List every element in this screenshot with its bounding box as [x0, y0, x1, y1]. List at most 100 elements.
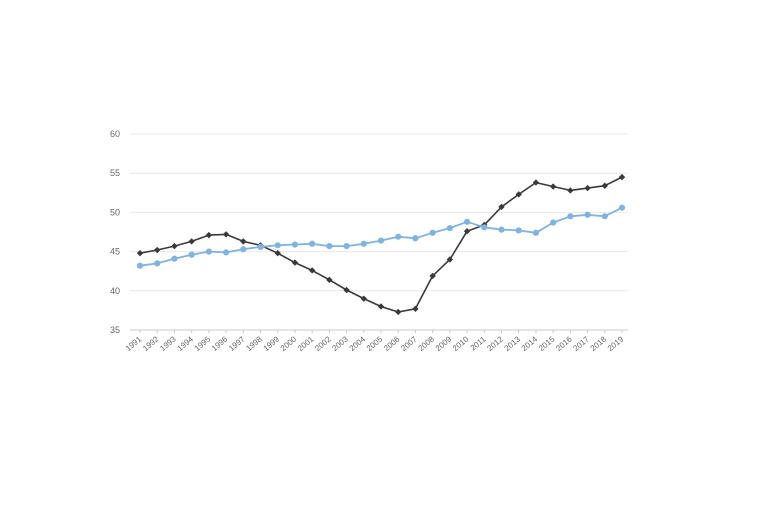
series-line-1 [139, 176, 623, 313]
data-point [377, 237, 385, 244]
data-point [618, 204, 626, 211]
x-tick-label: 2016 [554, 334, 574, 353]
data-point [601, 213, 608, 220]
data-point [618, 173, 626, 181]
data-point [205, 231, 213, 239]
y-tick-label: 55 [110, 168, 120, 178]
y-tick-label: 40 [110, 286, 120, 296]
data-point [463, 228, 471, 235]
data-point [326, 243, 333, 250]
x-tick-label: 2019 [606, 334, 626, 353]
data-point [171, 255, 178, 262]
data-point [515, 227, 522, 234]
data-point [171, 242, 178, 250]
data-point [188, 238, 195, 245]
x-tick-label: 2017 [571, 334, 591, 353]
x-tick-label: 2003 [330, 334, 350, 353]
data-point [567, 213, 574, 220]
data-point [274, 249, 281, 257]
data-point [412, 305, 419, 313]
x-tick-label: 1991 [124, 334, 144, 353]
x-tick-label: 2009 [434, 334, 454, 353]
data-point [532, 229, 540, 236]
data-point [429, 272, 436, 280]
data-point [446, 224, 453, 232]
data-point [481, 224, 488, 231]
x-tick-label: 1994 [176, 334, 196, 353]
data-point [205, 248, 212, 255]
x-tick-label: 2012 [485, 334, 505, 353]
data-point [309, 240, 316, 247]
data-point [308, 267, 316, 274]
data-point [291, 259, 299, 266]
data-point [498, 226, 505, 233]
y-tick-label: 35 [110, 325, 120, 335]
x-tick-label: 2014 [520, 334, 540, 353]
y-tick-label: 60 [110, 129, 120, 139]
x-tick-label: 2007 [399, 334, 419, 353]
series-lines [139, 176, 623, 313]
data-point [515, 191, 522, 198]
data-point [136, 262, 144, 269]
x-tick-label: 1997 [227, 334, 247, 353]
data-point [446, 256, 454, 263]
x-tick-label: 2011 [469, 334, 488, 352]
data-point [154, 246, 161, 254]
data-point [343, 286, 350, 294]
x-tick-label: 2018 [589, 334, 609, 353]
series-line-2 [139, 206, 623, 267]
gridlines [130, 133, 628, 292]
x-tick-label: 2001 [296, 334, 316, 353]
x-tick-label: 1995 [193, 334, 213, 353]
x-tick-label: 1996 [210, 334, 230, 353]
data-point [326, 276, 333, 284]
x-tick-label: 1992 [141, 334, 161, 353]
data-point [136, 249, 144, 257]
data-point [222, 231, 230, 238]
data-point [601, 182, 608, 189]
y-tick-label: 50 [110, 207, 120, 217]
data-point [429, 229, 436, 236]
data-point [154, 260, 161, 267]
x-tick-label: 2004 [348, 334, 368, 353]
x-tick-label: 2005 [365, 334, 385, 353]
x-tick-label: 1998 [244, 334, 264, 353]
x-tick-label: 2008 [417, 334, 437, 353]
data-point [240, 246, 247, 253]
x-axis [130, 329, 628, 333]
x-tick-label: 1993 [158, 334, 178, 353]
data-point [584, 184, 591, 192]
y-tick-label: 45 [110, 247, 120, 257]
data-point [257, 243, 264, 250]
series-markers [136, 173, 626, 316]
data-point [240, 238, 247, 245]
data-point [188, 251, 195, 258]
y-axis-tick-labels: 35 40 45 50 55 60 [110, 129, 120, 335]
data-point [360, 240, 367, 247]
data-point [498, 203, 505, 211]
data-point [463, 218, 471, 225]
x-tick-label: 2010 [451, 334, 471, 353]
data-point [222, 249, 230, 256]
data-point [360, 295, 367, 302]
data-point [343, 243, 350, 250]
x-tick-label: 2002 [313, 334, 333, 353]
x-tick-label: 2015 [537, 334, 557, 353]
data-point [395, 308, 402, 316]
x-tick-label: 1999 [262, 334, 282, 353]
data-point [549, 183, 557, 190]
x-tick-label: 2000 [279, 334, 299, 353]
x-tick-label: 2006 [382, 334, 402, 353]
data-point [274, 242, 281, 249]
x-axis-tick-labels: 1991199219931994199519961997199819992000… [124, 334, 626, 353]
data-point [412, 235, 419, 242]
data-point [567, 187, 574, 194]
x-tick-label: 2013 [503, 334, 523, 353]
data-point [584, 211, 591, 218]
data-point [395, 233, 402, 240]
data-point [532, 179, 540, 186]
data-point [550, 219, 557, 226]
data-point [377, 303, 385, 310]
